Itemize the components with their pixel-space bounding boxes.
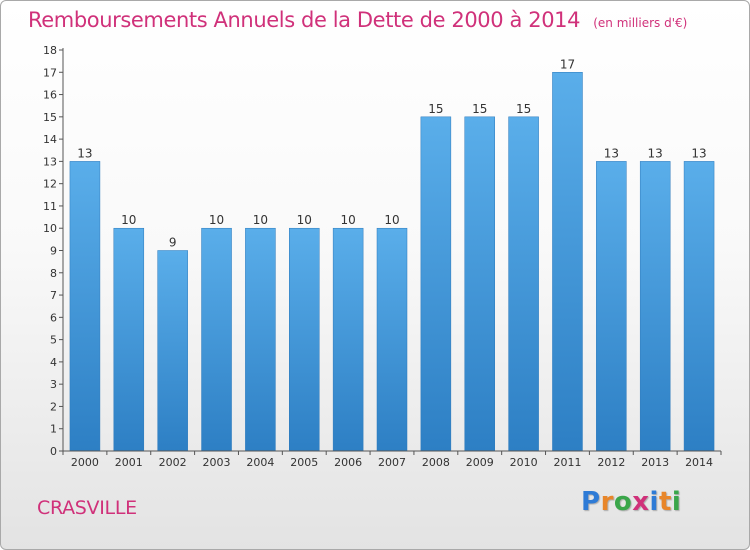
bar-2006[interactable] xyxy=(332,227,364,452)
bar-2005[interactable] xyxy=(289,227,320,452)
x-tick-label-2006: 2006 xyxy=(334,456,362,469)
y-tick-label: 2 xyxy=(50,400,57,413)
x-tick-label-2002: 2002 xyxy=(159,456,187,469)
brand-letter: P xyxy=(581,487,601,517)
value-label-2005: 10 xyxy=(297,213,312,227)
value-label-2010: 15 xyxy=(516,102,531,116)
value-label-2008: 15 xyxy=(428,102,443,116)
bar-2008[interactable] xyxy=(420,116,452,452)
x-tick-label-2003: 2003 xyxy=(203,456,231,469)
x-tick-label-2001: 2001 xyxy=(115,456,143,469)
chart-unit: (en milliers d'€) xyxy=(593,16,688,30)
y-tick-label: 18 xyxy=(43,44,57,57)
chart-title-row: Remboursements Annuels de la Dette de 20… xyxy=(28,8,687,32)
y-tick-label: 4 xyxy=(50,356,57,369)
y-tick-label: 9 xyxy=(50,245,57,258)
x-tick-label-2010: 2010 xyxy=(510,456,538,469)
x-tick-label-2008: 2008 xyxy=(422,456,450,469)
value-label-2004: 10 xyxy=(253,213,268,227)
value-label-2011: 17 xyxy=(560,57,575,71)
x-tick-label-2012: 2012 xyxy=(597,456,625,469)
bars: 13 10 9 10 10 10 10 10 15 15 15 17 13 13 13 xyxy=(69,57,715,452)
bar-2002[interactable] xyxy=(157,250,188,452)
y-tick-label: 13 xyxy=(43,155,57,168)
value-label-2003: 10 xyxy=(209,213,224,227)
bar-2013[interactable] xyxy=(639,161,671,452)
y-tick-label: 6 xyxy=(50,311,57,324)
bar-2014[interactable] xyxy=(683,161,715,452)
y-tick-label: 3 xyxy=(50,378,57,391)
x-tick-label-2011: 2011 xyxy=(553,456,581,469)
y-tick-label: 16 xyxy=(43,89,57,102)
y-tick-label: 1 xyxy=(50,423,57,436)
x-tick-label-2007: 2007 xyxy=(378,456,406,469)
brand-letter: t xyxy=(658,487,672,517)
chart-title: Remboursements Annuels de la Dette de 20… xyxy=(28,8,581,32)
proxiti-logo[interactable]: Proxiti xyxy=(581,487,681,517)
y-tick-label: 17 xyxy=(43,66,57,79)
bar-2000[interactable] xyxy=(69,161,101,452)
brand-letter: o xyxy=(613,487,633,517)
value-label-2000: 13 xyxy=(77,146,92,160)
bar-2010[interactable] xyxy=(508,116,539,452)
bar-2004[interactable] xyxy=(245,227,276,452)
y-tick-label: 12 xyxy=(43,178,57,191)
brand-letter: r xyxy=(600,487,614,517)
brand-letter: x xyxy=(632,487,650,517)
y-tick-label: 8 xyxy=(50,267,57,280)
bar-2007[interactable] xyxy=(376,227,408,452)
x-tick-label-2004: 2004 xyxy=(246,456,274,469)
value-label-2012: 13 xyxy=(604,146,619,160)
bar-2011[interactable] xyxy=(552,72,583,452)
bar-2009[interactable] xyxy=(464,116,495,452)
bar-2012[interactable] xyxy=(596,161,627,452)
value-label-2002: 9 xyxy=(169,236,177,250)
value-label-2006: 10 xyxy=(340,213,355,227)
y-tick-label: 5 xyxy=(50,334,57,347)
x-tick-label-2000: 2000 xyxy=(71,456,99,469)
y-tick-label: 11 xyxy=(43,200,57,213)
value-label-2007: 10 xyxy=(384,213,399,227)
x-tick-label-2013: 2013 xyxy=(641,456,669,469)
x-tick-label-2005: 2005 xyxy=(290,456,318,469)
y-tick-label: 0 xyxy=(50,445,57,458)
value-label-2009: 15 xyxy=(472,102,487,116)
y-tick-label: 14 xyxy=(43,133,57,146)
value-label-2014: 13 xyxy=(691,146,706,160)
location-name: CRASVILLE xyxy=(37,497,137,519)
x-tick-label-2014: 2014 xyxy=(685,456,713,469)
value-label-2001: 10 xyxy=(121,213,136,227)
brand-letter: i xyxy=(671,487,682,517)
y-tick-label: 15 xyxy=(43,111,57,124)
bar-2001[interactable] xyxy=(113,227,145,452)
x-axis: 2000 2001 2002 2003 2004 2005 2006 2007 2008 2009… xyxy=(62,450,722,469)
x-tick-label-2009: 2009 xyxy=(466,456,494,469)
bar-2003[interactable] xyxy=(201,227,232,452)
value-label-2013: 13 xyxy=(648,146,663,160)
y-tick-label: 10 xyxy=(43,222,57,235)
y-tick-label: 7 xyxy=(50,289,57,302)
brand-letter: i xyxy=(649,487,659,517)
